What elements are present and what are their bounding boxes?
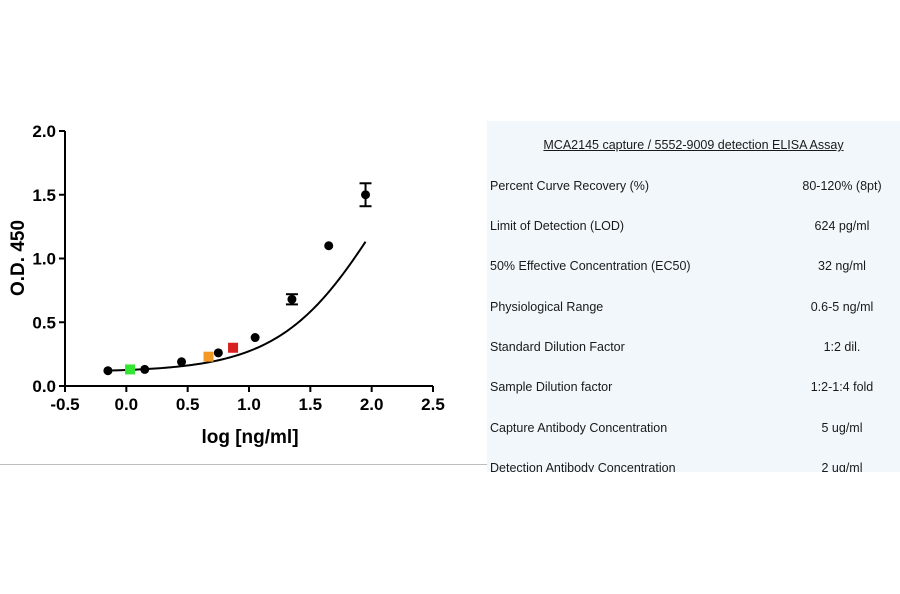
info-label: Limit of Detection (LOD) — [490, 219, 625, 233]
data-points — [103, 182, 372, 376]
info-row: Detection Antibody Concentration 2 ug/ml — [487, 461, 900, 472]
info-value: 2 ug/ml — [821, 461, 863, 472]
info-value: 624 pg/ml — [814, 219, 870, 233]
info-value: 80-120% (8pt) — [802, 179, 882, 193]
y-tick-label: 2.0 — [32, 122, 56, 141]
info-value: 5 ug/ml — [821, 421, 863, 435]
info-label: Sample Dilution factor — [490, 380, 613, 394]
x-axis-title: log [ng/ml] — [201, 427, 298, 448]
sample-marker — [203, 351, 214, 362]
info-value: 1:2 dil. — [823, 340, 861, 354]
x-tick-label: 0.5 — [176, 395, 200, 414]
x-tick-label: -0.5 — [50, 395, 79, 414]
info-label: Capture Antibody Concentration — [490, 421, 668, 435]
x-tick-label: 1.0 — [237, 395, 261, 414]
info-row: Percent Curve Recovery (%) 80-120% (8pt) — [487, 179, 900, 199]
standard-curve-chart: -0.5 0.0 0.5 1.0 1.5 2.0 2.50.00.51.01.52.0 lo… — [8, 122, 445, 448]
info-label: Physiological Range — [490, 300, 604, 314]
x-tick-label: 2.5 — [421, 395, 445, 414]
sample-marker — [125, 364, 136, 375]
panel-title: MCA2145 capture / 5552-9009 detection EL… — [543, 138, 844, 152]
info-row: Capture Antibody Concentration 5 ug/ml — [487, 421, 900, 441]
data-point — [177, 357, 187, 367]
info-row: Physiological Range 0.6-5 ng/ml — [487, 300, 900, 320]
y-axis-title: O.D. 450 — [8, 220, 29, 296]
assay-info-panel: MCA2145 capture / 5552-9009 detection EL… — [487, 121, 900, 472]
y-tick-label: 1.5 — [32, 186, 56, 205]
info-label: Percent Curve Recovery (%) — [490, 179, 650, 193]
info-value: 1:2-1:4 fold — [810, 380, 874, 394]
info-label: Standard Dilution Factor — [490, 340, 625, 354]
y-tick-label: 0.0 — [32, 377, 56, 396]
data-point — [324, 241, 334, 251]
x-tick-label: 0.0 — [115, 395, 139, 414]
sample-marker — [228, 342, 239, 353]
data-point — [250, 333, 260, 343]
y-tick-label: 0.5 — [32, 313, 56, 332]
divider-line — [0, 464, 487, 465]
info-row: Standard Dilution Factor 1:2 dil. — [487, 340, 900, 360]
info-label: Detection Antibody Concentration — [490, 461, 676, 472]
info-row: 50% Effective Concentration (EC50) 32 ng/… — [487, 259, 900, 279]
info-row: Sample Dilution factor 1:2-1:4 fold — [487, 380, 900, 400]
info-label: 50% Effective Concentration (EC50) — [490, 259, 691, 273]
data-point — [361, 190, 371, 200]
axes: -0.5 0.0 0.5 1.0 1.5 2.0 2.50.00.51.01.52.0 — [32, 122, 444, 414]
data-point — [287, 294, 297, 304]
x-tick-label: 1.5 — [299, 395, 323, 414]
fit-curve — [107, 241, 367, 372]
x-tick-label: 2.0 — [360, 395, 384, 414]
y-tick-label: 1.0 — [32, 250, 56, 269]
info-value: 32 ng/ml — [818, 259, 866, 273]
info-row: Limit of Detection (LOD) 624 pg/ml — [487, 219, 900, 239]
info-value: 0.6-5 ng/ml — [810, 300, 874, 314]
data-point — [213, 348, 223, 358]
data-point — [103, 366, 113, 376]
data-point — [140, 364, 150, 374]
